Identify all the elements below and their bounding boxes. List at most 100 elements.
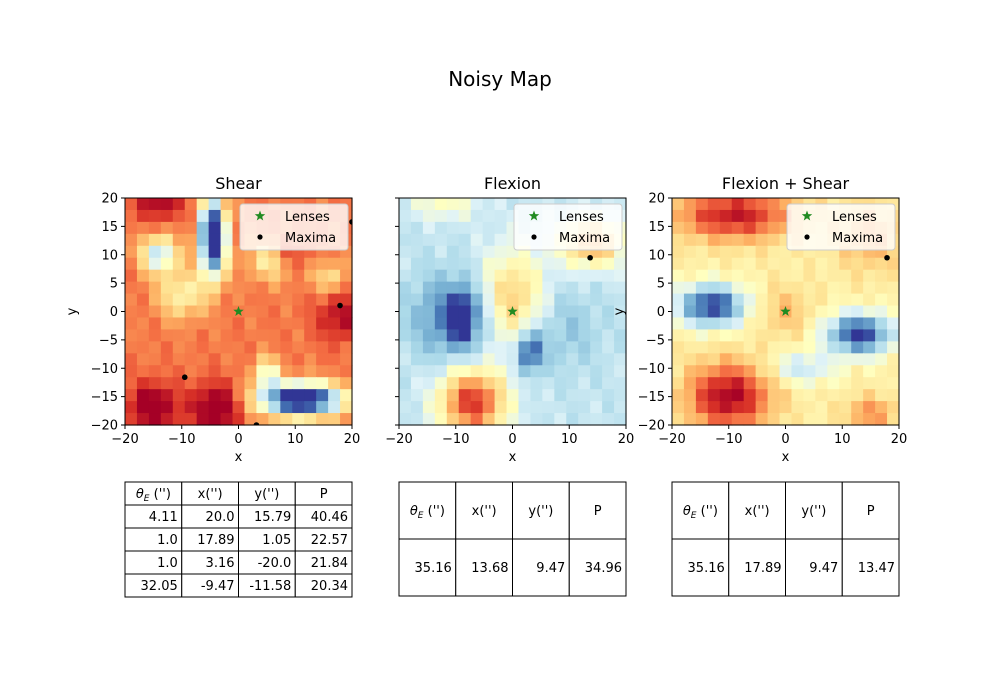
heatmap-cell (887, 389, 900, 402)
heatmap-cell (434, 233, 448, 247)
heatmap-cell (672, 365, 685, 378)
heatmap-cell (827, 341, 840, 354)
heatmap-cell (542, 389, 555, 402)
heatmap-cell (803, 329, 816, 342)
heatmap-cell (328, 281, 341, 295)
heatmap-cell (779, 293, 793, 307)
heatmap-cell (779, 365, 793, 378)
heatmap-cell (672, 401, 685, 414)
heatmap-cell (851, 269, 864, 283)
heatmap-cell (184, 293, 198, 307)
heatmap-cell (482, 305, 496, 319)
heatmap-cell (434, 269, 448, 283)
heatmap-cell (672, 269, 685, 283)
heatmap-cell (458, 281, 472, 295)
heatmap-cell (220, 209, 234, 223)
heatmap-cell (136, 317, 150, 331)
heatmap-cell (184, 245, 198, 259)
heatmap-cell (316, 401, 329, 414)
heatmap-cell (683, 257, 697, 271)
heatmap-cell (672, 353, 685, 366)
heatmap-cell (184, 209, 198, 223)
heatmap-cell (208, 329, 222, 342)
heatmap-cell (304, 281, 317, 295)
heatmap-cell (208, 365, 222, 378)
heatmap-cell (458, 413, 472, 426)
heatmap-cell (148, 377, 162, 390)
heatmap-cell (518, 377, 532, 390)
heatmap-cell (172, 353, 186, 366)
heatmap-cell (172, 257, 186, 271)
heatmap-cell (268, 257, 281, 271)
heatmap-cell (268, 365, 281, 378)
heatmap-cell (328, 269, 341, 283)
heatmap-cell (482, 198, 496, 211)
heatmap-cell (184, 413, 198, 426)
heatmap-cell (482, 209, 496, 223)
heatmap-cell (184, 377, 198, 390)
heatmap-cell (803, 257, 816, 271)
legend-lens-marker (528, 210, 540, 221)
heatmap-cell (566, 293, 579, 307)
heatmap-cell (743, 209, 757, 223)
heatmap-cell (875, 353, 888, 366)
heatmap-cell (518, 305, 532, 319)
heatmap-cell (196, 353, 210, 366)
table-value: 1.05 (262, 533, 291, 548)
heatmap-cell (160, 257, 174, 271)
heatmap-cell (268, 281, 281, 295)
legend-3: Lenses Maxima (786, 203, 896, 251)
heatmap-cell (839, 317, 852, 331)
heatmap-cell (470, 198, 484, 211)
heatmap-cell (422, 401, 436, 414)
heatmap-cell (316, 365, 329, 378)
heatmap-cell (136, 269, 150, 283)
heatmap-cell (125, 245, 138, 259)
heatmap-cell (410, 353, 424, 366)
x-tick-label: 20 (891, 432, 908, 447)
heatmap-cell (863, 413, 876, 426)
heatmap-cell (125, 221, 138, 235)
heatmap-cell (172, 281, 186, 295)
heatmap-cell (779, 257, 793, 271)
heatmap-cell (578, 413, 591, 426)
heatmap-cell (590, 257, 603, 271)
heatmap-cell (815, 293, 828, 307)
heatmap-cell (506, 353, 520, 366)
y-tick-label: 15 (648, 220, 665, 235)
heatmap-cell (683, 377, 697, 390)
y-tick-label: −20 (91, 419, 118, 434)
heatmap-cell (136, 221, 150, 235)
heatmap-cell (292, 353, 305, 366)
heatmap-cell (791, 269, 805, 283)
y-tick-label: 5 (110, 277, 118, 292)
heatmap-cell (731, 233, 745, 247)
heatmap-cell (827, 305, 840, 319)
table-cell (512, 538, 570, 597)
heatmap-cell (530, 257, 543, 271)
heatmap-cell (184, 401, 198, 414)
heatmap-cell (695, 245, 709, 259)
heatmap-cell (755, 233, 769, 247)
heatmap-cell (530, 281, 543, 295)
heatmap-cell (791, 401, 805, 414)
figure-title: Noisy Map (448, 67, 552, 91)
heatmap-cell (422, 305, 436, 319)
heatmap-cell (446, 377, 460, 390)
heatmap-cell (518, 281, 532, 295)
heatmap-cell (256, 377, 269, 390)
heatmap-cell (148, 317, 162, 331)
heatmap-cell (827, 413, 840, 426)
heatmap-cell (542, 293, 555, 307)
heatmap-cell (791, 257, 805, 271)
heatmap-cell (731, 341, 745, 354)
table-3: θE ('') x('') y('') P 35.16 17.89 9.47 13.47 (671, 481, 900, 597)
heatmap-cell (719, 281, 733, 295)
heatmap-cell (695, 221, 709, 235)
heatmap-cell (160, 341, 174, 354)
heatmap-cell (328, 257, 341, 271)
heatmap-cell (707, 353, 721, 366)
heatmap-cell (148, 245, 162, 259)
heatmap-cell (827, 281, 840, 295)
heatmap-cell (136, 281, 150, 295)
